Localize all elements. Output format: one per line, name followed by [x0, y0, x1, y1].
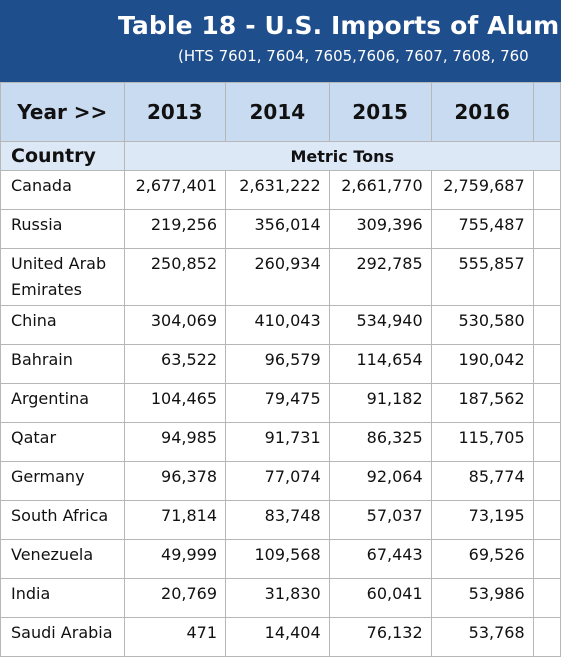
truncated-cell	[532, 170, 561, 210]
value-cell: 53,986	[430, 578, 534, 618]
value-cell: 83,748	[225, 500, 330, 540]
value-cell: 57,037	[328, 500, 432, 540]
country-column-header: Country	[0, 141, 125, 171]
table-row: Saudi Arabia 471 14,404 76,132 53,768	[0, 617, 561, 657]
country-cell: Bahrain	[0, 344, 125, 384]
table-row: South Africa 71,814 83,748 57,037 73,195	[0, 500, 561, 540]
country-cell: South Africa	[0, 500, 125, 540]
value-cell: 94,985	[123, 422, 227, 462]
truncated-cell	[532, 209, 561, 249]
country-cell: Saudi Arabia	[0, 617, 125, 657]
year-header-row: Year >> 2013 2014 2015 2016	[0, 82, 561, 142]
table-row: India 20,769 31,830 60,041 53,986	[0, 578, 561, 618]
value-cell: 114,654	[328, 344, 432, 384]
value-cell: 410,043	[225, 305, 330, 345]
table-row: China 304,069 410,043 534,940 530,580	[0, 305, 561, 345]
table-row: Germany 96,378 77,074 92,064 85,774	[0, 461, 561, 501]
value-cell: 77,074	[225, 461, 330, 501]
table-row: Argentina 104,465 79,475 91,182 187,562	[0, 383, 561, 423]
country-cell: United Arab Emirates	[0, 248, 125, 306]
value-cell: 73,195	[430, 500, 534, 540]
truncated-cell	[532, 539, 561, 579]
value-cell: 31,830	[225, 578, 330, 618]
truncated-cell	[532, 344, 561, 384]
value-cell: 85,774	[430, 461, 534, 501]
country-cell: China	[0, 305, 125, 345]
value-cell: 530,580	[430, 305, 534, 345]
title-band: Table 18 - U.S. Imports of Aluminum (HTS…	[0, 0, 561, 82]
value-cell: 76,132	[328, 617, 432, 657]
imports-table: Year >> 2013 2014 2015 2016 Country Metr…	[0, 82, 561, 657]
table-title: Table 18 - U.S. Imports of Aluminum	[118, 11, 561, 40]
value-cell: 109,568	[225, 539, 330, 579]
table-subtitle: (HTS 7601, 7604, 7605,7606, 7607, 7608, …	[178, 47, 529, 65]
truncated-cell	[532, 383, 561, 423]
unit-header-row: Country Metric Tons	[0, 141, 561, 171]
value-cell: 63,522	[123, 344, 227, 384]
truncated-cell	[532, 422, 561, 462]
value-cell: 20,769	[123, 578, 227, 618]
table-row: Canada 2,677,401 2,631,222 2,661,770 2,759,6…	[0, 170, 561, 210]
truncated-cell	[532, 617, 561, 657]
truncated-cell	[532, 578, 561, 618]
country-cell: Argentina	[0, 383, 125, 423]
value-cell: 91,182	[328, 383, 432, 423]
country-cell: Canada	[0, 170, 125, 210]
truncated-cell	[532, 500, 561, 540]
value-cell: 755,487	[430, 209, 534, 249]
value-cell: 555,857	[430, 248, 534, 306]
country-cell: Germany	[0, 461, 125, 501]
year-header: 2013	[123, 82, 227, 142]
value-cell: 219,256	[123, 209, 227, 249]
value-cell: 92,064	[328, 461, 432, 501]
truncated-cell	[532, 305, 561, 345]
value-cell: 2,759,687	[430, 170, 534, 210]
table-row: United Arab Emirates 250,852 260,934 292,78…	[0, 248, 561, 306]
value-cell: 115,705	[430, 422, 534, 462]
value-cell: 49,999	[123, 539, 227, 579]
table-row: Qatar 94,985 91,731 86,325 115,705	[0, 422, 561, 462]
value-cell: 91,731	[225, 422, 330, 462]
year-header: 2015	[328, 82, 432, 142]
value-cell: 60,041	[328, 578, 432, 618]
value-cell: 53,768	[430, 617, 534, 657]
value-cell: 292,785	[328, 248, 432, 306]
truncated-cell	[532, 461, 561, 501]
value-cell: 71,814	[123, 500, 227, 540]
truncated-column	[532, 82, 561, 142]
value-cell: 2,661,770	[328, 170, 432, 210]
table-row: Russia 219,256 356,014 309,396 755,487	[0, 209, 561, 249]
country-cell: Russia	[0, 209, 125, 249]
value-cell: 250,852	[123, 248, 227, 306]
value-cell: 471	[123, 617, 227, 657]
value-cell: 67,443	[328, 539, 432, 579]
year-header: 2016	[430, 82, 534, 142]
value-cell: 304,069	[123, 305, 227, 345]
country-cell: Qatar	[0, 422, 125, 462]
value-cell: 104,465	[123, 383, 227, 423]
value-cell: 79,475	[225, 383, 330, 423]
value-cell: 86,325	[328, 422, 432, 462]
year-label: Year >>	[0, 82, 125, 142]
value-cell: 534,940	[328, 305, 432, 345]
value-cell: 187,562	[430, 383, 534, 423]
value-cell: 190,042	[430, 344, 534, 384]
country-cell: Venezuela	[0, 539, 125, 579]
value-cell: 309,396	[328, 209, 432, 249]
value-cell: 356,014	[225, 209, 330, 249]
value-cell: 260,934	[225, 248, 330, 306]
unit-label: Metric Tons	[123, 141, 561, 171]
truncated-cell	[532, 248, 561, 306]
value-cell: 2,677,401	[123, 170, 227, 210]
table-row: Venezuela 49,999 109,568 67,443 69,526	[0, 539, 561, 579]
value-cell: 2,631,222	[225, 170, 330, 210]
country-cell: India	[0, 578, 125, 618]
year-header: 2014	[225, 82, 330, 142]
table-row: Bahrain 63,522 96,579 114,654 190,042	[0, 344, 561, 384]
value-cell: 96,579	[225, 344, 330, 384]
value-cell: 96,378	[123, 461, 227, 501]
value-cell: 69,526	[430, 539, 534, 579]
value-cell: 14,404	[225, 617, 330, 657]
